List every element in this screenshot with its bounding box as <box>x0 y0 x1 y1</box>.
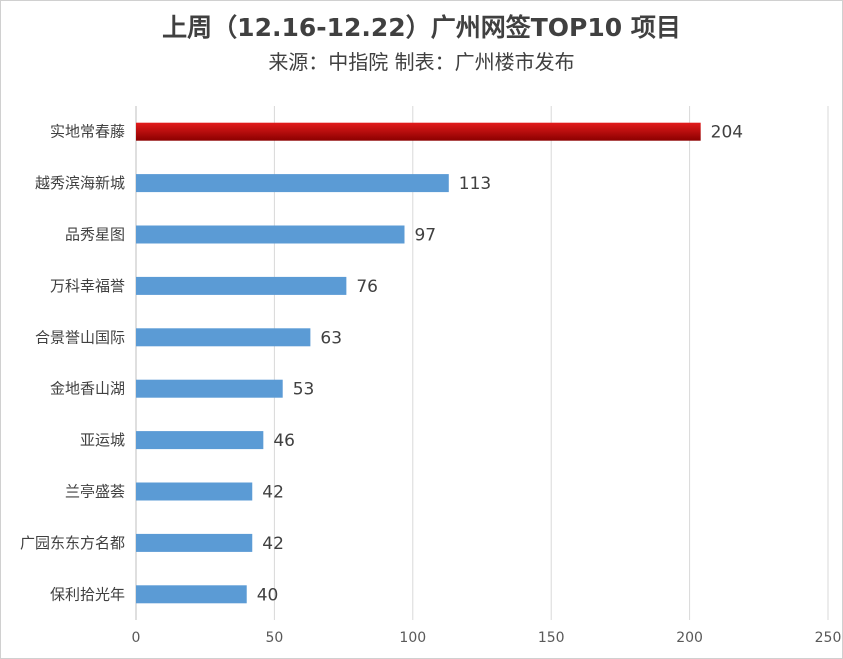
value-label-2: 113 <box>459 174 491 194</box>
value-label-8: 42 <box>262 483 284 503</box>
category-label-1: 实地常春藤 <box>50 123 125 141</box>
bar-6 <box>136 379 283 398</box>
category-label-7: 亚运城 <box>80 431 125 449</box>
chart-title: 上周（12.16-12.22）广州网签TOP10 项目 <box>162 13 681 42</box>
category-label-3: 品秀星图 <box>65 226 125 244</box>
category-label-8: 兰亭盛荟 <box>65 483 125 501</box>
category-label-5: 合景誉山国际 <box>35 328 125 346</box>
x-tick-label-150: 150 <box>538 630 565 646</box>
value-label-7: 46 <box>273 431 295 451</box>
x-tick-label-0: 0 <box>132 630 141 646</box>
x-tick-label-100: 100 <box>399 630 426 646</box>
value-label-1: 204 <box>711 123 743 143</box>
category-label-6: 金地香山湖 <box>50 380 125 398</box>
value-label-6: 53 <box>293 380 315 400</box>
bar-1 <box>136 122 701 141</box>
x-tick-label-50: 50 <box>265 630 283 646</box>
bar-4 <box>136 276 347 295</box>
bar-3 <box>136 225 405 244</box>
category-label-9: 广园东东方名都 <box>20 534 125 552</box>
bar-7 <box>136 431 264 450</box>
category-label-4: 万科幸福誉 <box>50 277 125 295</box>
value-label-3: 97 <box>414 226 436 246</box>
category-label-10: 保利拾光年 <box>50 585 125 603</box>
bar-2 <box>136 174 449 193</box>
value-label-5: 63 <box>320 328 342 348</box>
bar-5 <box>136 328 311 347</box>
value-label-9: 42 <box>262 534 284 554</box>
value-label-4: 76 <box>356 277 378 297</box>
bar-10 <box>136 585 247 604</box>
x-tick-label-250: 250 <box>815 630 842 646</box>
chart-subtitle: 来源：中指院 制表：广州楼市发布 <box>268 50 575 74</box>
bar-9 <box>136 533 253 552</box>
x-tick-label-200: 200 <box>676 630 703 646</box>
value-label-10: 40 <box>257 585 279 605</box>
category-label-2: 越秀滨海新城 <box>35 174 125 192</box>
bar-8 <box>136 482 253 501</box>
